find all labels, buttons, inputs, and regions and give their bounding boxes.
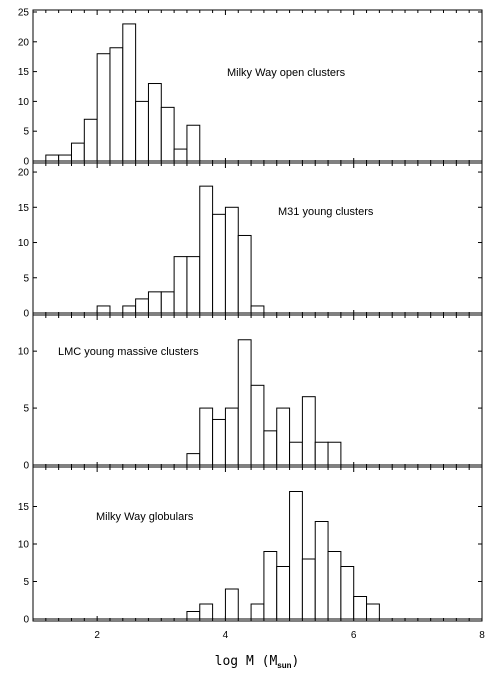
- panel-frame: [32, 162, 483, 316]
- histogram-bar: [237, 339, 252, 466]
- histogram-bar: [109, 47, 124, 162]
- histogram-bar: [122, 23, 137, 162]
- x-tick-label: 4: [223, 630, 229, 641]
- y-tick-label: 25: [18, 8, 30, 19]
- x-axis: 2 4 6 8 log M (Msun): [94, 630, 485, 670]
- histogram-bar: [353, 596, 368, 620]
- y-tick-label: 5: [23, 577, 29, 588]
- histogram-bar: [83, 118, 98, 162]
- panel-label: Milky Way open clusters: [227, 67, 346, 79]
- histogram-bar: [224, 588, 239, 620]
- histogram-bar: [301, 558, 316, 620]
- histogram-bar: [301, 396, 316, 466]
- y-tick-label: 0: [23, 157, 29, 168]
- histogram-bar: [276, 407, 291, 466]
- histogram-bar: [237, 234, 252, 314]
- histogram-bar: [199, 603, 214, 620]
- histogram-bar: [314, 521, 329, 620]
- y-tick-label: 15: [18, 203, 30, 214]
- histogram-bar: [147, 291, 162, 314]
- y-tick-label: 0: [23, 461, 29, 472]
- histogram-bar: [212, 418, 226, 466]
- histogram-bar: [327, 441, 342, 466]
- histogram-bar: [212, 213, 226, 314]
- histogram-bar: [366, 603, 380, 620]
- histogram-bar: [70, 142, 85, 162]
- y-tick-label: 10: [18, 238, 30, 249]
- histogram-bar: [250, 384, 265, 466]
- histogram-bar: [263, 430, 278, 466]
- y-tick-label: 15: [18, 67, 30, 78]
- histogram-bar: [173, 256, 188, 314]
- histogram-bar: [186, 453, 201, 466]
- histogram-bar: [263, 551, 278, 620]
- histogram-panel: 0 5 10 LMC young massive clusters: [18, 314, 483, 472]
- histogram-bar: [289, 441, 303, 466]
- histogram-bar: [96, 305, 111, 314]
- histogram-panel: 0 5 10 15 Milky Way globulars: [18, 466, 483, 626]
- histogram-bar: [314, 441, 329, 466]
- y-tick-label: 5: [23, 273, 29, 284]
- histogram-panel: 0 5 10 15 20 25 Milky Way open clusters: [18, 8, 483, 168]
- histogram-bar: [250, 603, 265, 620]
- x-tick-label: 8: [479, 630, 485, 641]
- histogram-bar: [276, 566, 291, 620]
- histogram-bar: [58, 154, 72, 162]
- histogram-bar: [186, 256, 201, 314]
- histogram-bar: [135, 298, 149, 314]
- histogram-bar: [147, 83, 162, 162]
- y-tick-label: 0: [23, 309, 29, 320]
- histogram-bar: [199, 185, 214, 314]
- y-tick-label: 20: [18, 168, 30, 179]
- histogram-panel: 0 5 10 15 20 M31 young clusters: [18, 162, 483, 320]
- panel-label: Milky Way globulars: [96, 511, 194, 523]
- histogram-bar: [186, 124, 201, 162]
- y-tick-label: 5: [23, 127, 29, 138]
- y-tick-label: 10: [18, 97, 30, 108]
- histogram-bar: [122, 305, 137, 314]
- histogram-bar: [199, 407, 214, 466]
- y-tick-label: 10: [18, 347, 30, 358]
- histogram-bar: [135, 100, 149, 162]
- x-tick-label: 2: [94, 630, 100, 641]
- histogram-bar: [224, 206, 239, 314]
- histogram-bar: [327, 551, 342, 620]
- y-tick-label: 10: [18, 540, 30, 551]
- histogram-bar: [173, 148, 188, 162]
- histogram-bar: [250, 305, 265, 314]
- histogram-panels: 0 5 10 15 20 25 Milky Way open clusters 0 5 10 15 2…: [18, 8, 483, 626]
- y-tick-label: 20: [18, 37, 30, 48]
- histogram-bar: [340, 566, 355, 620]
- histogram-bar: [186, 611, 201, 620]
- panel-label: LMC young massive clusters: [58, 346, 199, 358]
- x-tick-label: 6: [351, 630, 357, 641]
- panel-label: M31 young clusters: [278, 206, 374, 218]
- histogram-bar: [96, 53, 111, 162]
- histogram-bar: [224, 407, 239, 466]
- y-tick-label: 0: [23, 615, 29, 626]
- y-tick-label: 5: [23, 404, 29, 415]
- y-tick-label: 15: [18, 502, 30, 513]
- histogram-bar: [289, 491, 303, 620]
- histogram-bar: [160, 291, 175, 314]
- histogram-bar: [45, 154, 60, 162]
- x-axis-label: log M (Msun): [215, 654, 300, 670]
- histogram-bar: [160, 106, 175, 162]
- panel-frame: [32, 466, 483, 622]
